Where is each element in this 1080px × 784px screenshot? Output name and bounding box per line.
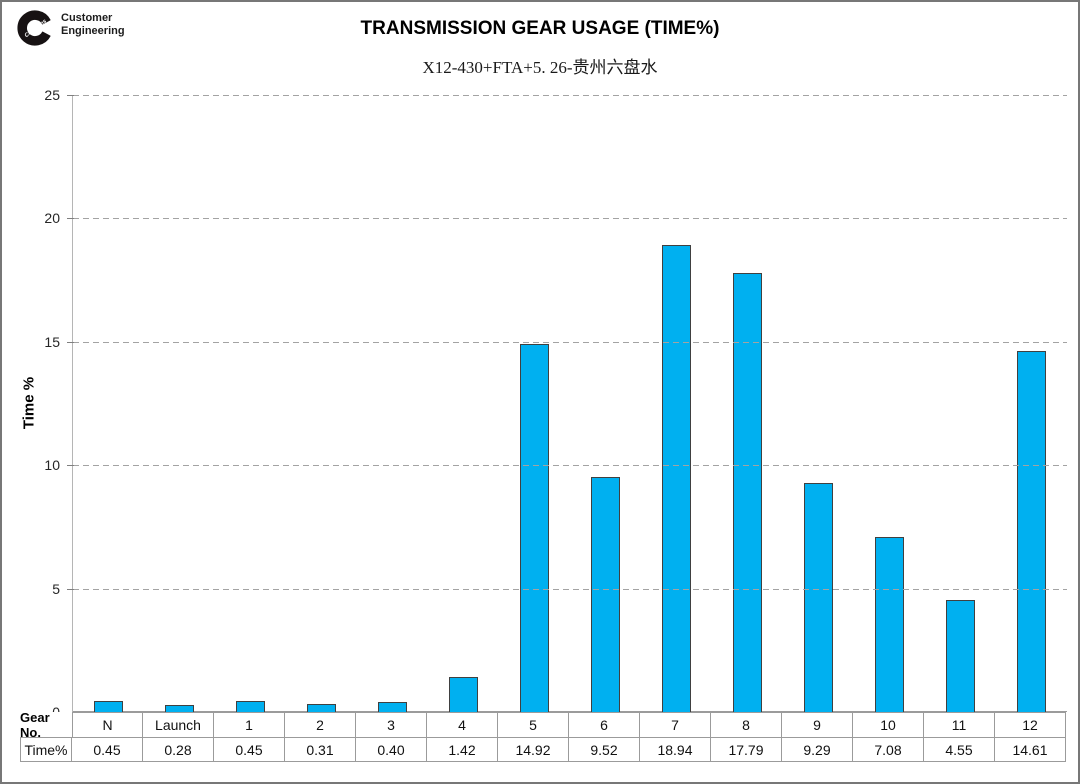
gridline-15 (73, 342, 1067, 343)
cummins-c-icon: Cummins (17, 10, 51, 46)
bar-4 (449, 676, 478, 712)
table-value-N: 0.45 (72, 738, 143, 762)
table-gear-6: 6 (569, 712, 640, 738)
gridline-25 (73, 95, 1067, 96)
table-value-6: 9.52 (569, 738, 640, 762)
table-gear-9: 9 (782, 712, 853, 738)
y-tick-label-20: 20 (44, 210, 60, 226)
table-value-3: 0.40 (356, 738, 427, 762)
bar-column-11 (925, 95, 996, 712)
table-value-7: 18.94 (640, 738, 711, 762)
table-value-11: 4.55 (924, 738, 995, 762)
bar-column-3 (357, 95, 428, 712)
bar-column-9 (783, 95, 854, 712)
y-tick-label-10: 10 (44, 457, 60, 473)
table-corner-gear-no: Gear No. (20, 710, 72, 740)
table-value-10: 7.08 (853, 738, 924, 762)
plot-area (67, 95, 1067, 713)
bar-series (73, 95, 1067, 712)
y-tickmark-5 (67, 589, 74, 590)
table-value-9: 9.29 (782, 738, 853, 762)
table-gear-4: 4 (427, 712, 498, 738)
table-series-label: Time% (20, 738, 72, 762)
logo-caption-line2: Engineering (61, 25, 125, 37)
y-tick-label-25: 25 (44, 87, 60, 103)
x-axis-line (73, 711, 1067, 712)
table-gear-7: 7 (640, 712, 711, 738)
table-gear-10: 10 (853, 712, 924, 738)
bar-7 (662, 244, 691, 712)
logo-caption-line1: Customer (61, 12, 113, 24)
bar-10 (875, 537, 904, 712)
bar-column-5 (499, 95, 570, 712)
table-gear-2: 2 (285, 712, 356, 738)
bar-6 (591, 477, 620, 712)
table-value-1: 0.45 (214, 738, 285, 762)
gridline-10 (73, 465, 1067, 466)
bar-column-6 (570, 95, 641, 712)
y-tickmark-25 (67, 95, 74, 96)
bar-5 (520, 343, 549, 712)
bar-column-1 (215, 95, 286, 712)
bar-N (94, 700, 123, 712)
table-value-5: 14.92 (498, 738, 569, 762)
bar-12 (1017, 351, 1046, 712)
y-tickmark-15 (67, 342, 74, 343)
table-value-8: 17.79 (711, 738, 782, 762)
table-gear-11: 11 (924, 712, 995, 738)
bar-column-12 (996, 95, 1067, 712)
bar-1 (236, 700, 265, 712)
table-value-12: 14.61 (995, 738, 1066, 762)
bar-11 (946, 599, 975, 712)
gridline-20 (73, 218, 1067, 219)
cummins-logo: Cummins Customer Engineering (16, 9, 125, 47)
table-gear-1: 1 (214, 712, 285, 738)
table-gear-8: 8 (711, 712, 782, 738)
bar-column-10 (854, 95, 925, 712)
table-gear-12: 12 (995, 712, 1066, 738)
y-tick-label-15: 15 (44, 334, 60, 350)
bar-column-N (73, 95, 144, 712)
y-axis: 0510152025 (2, 87, 60, 720)
chart-title: TRANSMISSION GEAR USAGE (TIME%) (360, 18, 720, 39)
logo-caption: Customer Engineering (61, 9, 125, 38)
bar-2 (307, 704, 336, 712)
bar-8 (733, 272, 762, 712)
y-tick-label-5: 5 (52, 581, 60, 597)
table-gear-N: N (72, 712, 143, 738)
gridline-5 (73, 589, 1067, 590)
table-value-Launch: 0.28 (143, 738, 214, 762)
y-tickmark-10 (67, 465, 74, 466)
chart-subtitle: X12-430+FTA+5. 26-贵州六盘水 (422, 58, 658, 77)
y-tickmark-20 (67, 218, 74, 219)
table-value-2: 0.31 (285, 738, 356, 762)
bar-column-4 (428, 95, 499, 712)
bar-column-7 (641, 95, 712, 712)
bar-column-Launch (144, 95, 215, 712)
bar-column-2 (286, 95, 357, 712)
data-table: Gear No. N Launch 1 2 3 4 5 6 7 8 9 10 11 12 Time% 0.45 0… (20, 710, 1066, 762)
table-gear-Launch: Launch (143, 712, 214, 738)
bar-3 (378, 702, 407, 712)
table-value-4: 1.42 (427, 738, 498, 762)
bar-Launch (165, 705, 194, 712)
table-gear-5: 5 (498, 712, 569, 738)
bar-9 (804, 482, 833, 712)
table-gear-3: 3 (356, 712, 427, 738)
bar-column-8 (712, 95, 783, 712)
